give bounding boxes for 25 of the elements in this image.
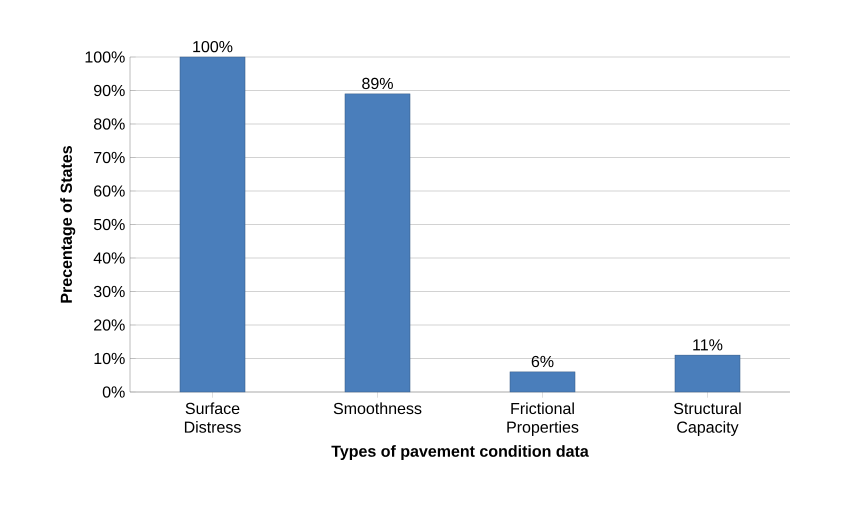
x-tick-label: Structural Capacity: [674, 402, 741, 436]
y-tick-label: 70%: [94, 152, 125, 164]
y-tick-label: 10%: [94, 352, 125, 364]
y-axis-title: Precentage of States: [60, 146, 76, 303]
y-tick-label: 0%: [102, 386, 125, 398]
bar: [344, 94, 410, 392]
bar: [674, 354, 740, 392]
y-tick-label: 100%: [86, 51, 125, 63]
x-axis-title: Types of pavement condition data: [331, 445, 589, 460]
y-tick-label: 30%: [94, 286, 125, 298]
y-tick-label: 50%: [94, 218, 125, 230]
data-label: 6%: [532, 356, 554, 368]
y-tick-label: 80%: [94, 118, 125, 130]
x-tick-label: Frictional Properties: [507, 402, 578, 436]
y-tick-label: 90%: [94, 84, 125, 96]
y-tick-label: 20%: [94, 319, 125, 331]
y-tick-label: 60%: [94, 185, 125, 197]
x-tick-label: Smoothness: [334, 402, 422, 414]
data-label: 100%: [193, 40, 232, 52]
data-label: 11%: [693, 339, 722, 350]
x-tick-label: Surface Distress: [184, 402, 241, 433]
data-label: 89%: [362, 78, 393, 90]
y-tick-label: 40%: [94, 252, 125, 264]
bar: [510, 372, 576, 392]
bar: [180, 56, 246, 392]
